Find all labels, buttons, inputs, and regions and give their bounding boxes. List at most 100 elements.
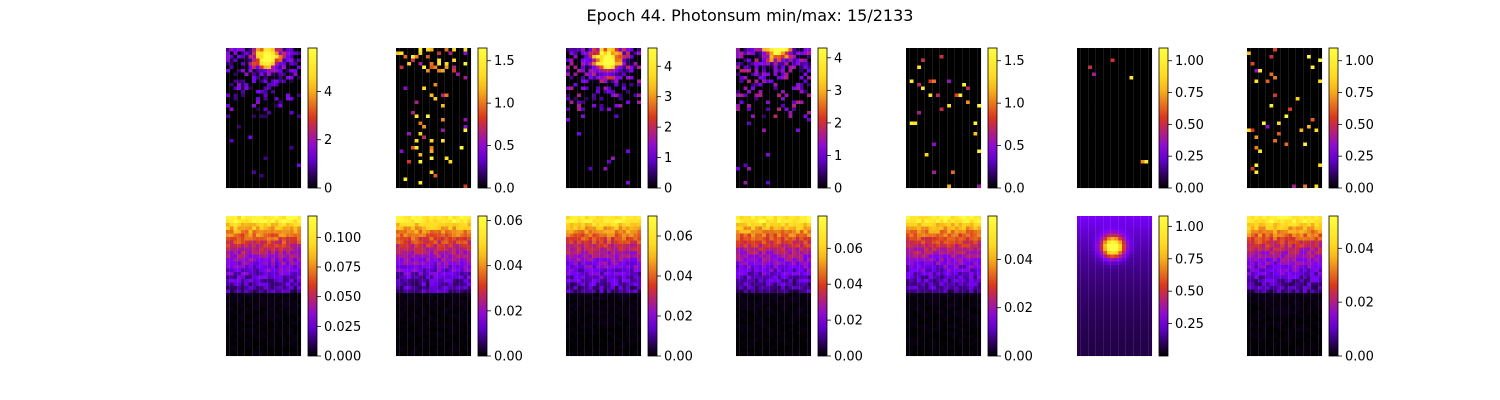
heatmap-cell — [758, 153, 763, 157]
heatmap-cell — [909, 58, 914, 63]
heatmap-cell — [1129, 69, 1134, 73]
heatmap-cell — [917, 160, 922, 164]
heatmap-cell — [936, 132, 940, 136]
heatmap-cell — [754, 58, 759, 63]
heatmap-cell — [1144, 146, 1149, 150]
heatmap-cell — [441, 114, 445, 119]
heatmap-cell — [629, 167, 634, 171]
heatmap-cell — [784, 177, 789, 182]
heatmap-cell — [799, 86, 804, 91]
heatmap-cell — [747, 114, 752, 119]
heatmap-cell — [754, 146, 759, 150]
heatmap-cell — [1092, 97, 1096, 101]
heatmap-cell — [411, 149, 415, 154]
heatmap-cell — [229, 55, 234, 59]
heatmap-cell — [943, 97, 948, 101]
heatmap-cell — [252, 167, 257, 171]
heatmap-cell — [577, 146, 582, 150]
heatmap-cell — [241, 167, 245, 171]
heatmap-cell — [463, 111, 468, 115]
heatmap-cell — [278, 170, 283, 175]
heatmap-cell — [1144, 72, 1149, 77]
heatmap-cell — [917, 79, 922, 84]
heatmap-cell — [267, 146, 272, 150]
heatmap-cell — [936, 69, 940, 73]
heatmap-cell — [592, 170, 597, 175]
heatmap-cell — [781, 163, 785, 168]
heatmap-cell — [1258, 51, 1263, 56]
heatmap-cell — [399, 177, 404, 182]
heatmap-cell — [773, 79, 778, 84]
heatmap-cell — [259, 139, 264, 143]
heatmap-cell — [762, 174, 767, 178]
heatmap-cell — [614, 58, 619, 63]
heatmap-cell — [399, 160, 404, 164]
heatmap-cell — [297, 90, 302, 94]
heatmap-cell — [429, 153, 434, 157]
heatmap-cell — [289, 146, 294, 150]
heatmap-cell — [943, 163, 948, 168]
heatmap-cell — [973, 160, 978, 164]
heatmap-cell — [252, 97, 257, 101]
heatmap-cell — [293, 48, 298, 52]
heatmap-cell — [966, 100, 970, 105]
heatmap-cell — [448, 177, 453, 182]
heatmap-cell — [274, 55, 279, 59]
heatmap-cell — [807, 111, 812, 115]
heatmap-cell — [233, 163, 238, 168]
heatmap-cell — [1262, 48, 1266, 52]
heatmap-cell — [241, 139, 245, 143]
heatmap-cell — [917, 153, 922, 157]
heatmap-cell — [577, 55, 582, 59]
heatmap-cell — [743, 107, 748, 112]
heatmap-cell — [441, 48, 445, 52]
heatmap-cell — [396, 156, 400, 161]
heatmap-cell — [426, 100, 430, 105]
heatmap-cell — [448, 72, 453, 77]
heatmap-cell — [618, 139, 623, 143]
heatmap-cell — [441, 107, 445, 112]
heatmap-cell — [913, 65, 918, 70]
heatmap-cell — [1133, 135, 1138, 140]
heatmap-cell — [788, 128, 793, 133]
heatmap-cell — [278, 93, 283, 98]
heatmap-cell — [743, 184, 748, 189]
heatmap-cell — [403, 107, 408, 112]
heatmap-cell — [736, 149, 740, 154]
heatmap-cell — [917, 86, 922, 91]
heatmap-cell — [448, 149, 453, 154]
heatmap-cell — [611, 104, 615, 108]
heatmap-cell — [751, 160, 755, 164]
heatmap-cell — [1133, 142, 1138, 147]
heatmap-cell — [244, 132, 249, 136]
heatmap-cell — [278, 118, 283, 122]
heatmap-cell — [274, 181, 279, 185]
heatmap-cell — [467, 181, 472, 185]
heatmap-cell — [289, 139, 294, 143]
heatmap-cell — [1084, 139, 1089, 143]
heatmap-cell — [603, 132, 608, 136]
heatmap-cell — [229, 142, 234, 147]
heatmap-cell — [973, 76, 978, 80]
heatmap-cell — [241, 149, 245, 154]
heatmap-cell — [403, 174, 408, 178]
heatmap-cell — [566, 83, 570, 87]
heatmap-cell — [807, 104, 812, 108]
heatmap-cell — [456, 100, 460, 105]
heatmap-cell — [229, 107, 234, 112]
heatmap-cell — [456, 86, 460, 91]
heatmap-cell — [1129, 90, 1134, 94]
heatmap-cell — [603, 149, 608, 154]
heatmap-cell — [1103, 48, 1108, 52]
heatmap-cell — [1137, 100, 1141, 105]
heatmap-cell — [747, 132, 752, 136]
heatmap-cell — [1114, 181, 1119, 185]
heatmap-cell — [1092, 177, 1096, 182]
heatmap-cell — [603, 114, 608, 119]
heatmap-cell — [459, 93, 464, 98]
heatmap-cell — [607, 125, 612, 129]
heatmap-cell — [943, 142, 948, 147]
heatmap-cell — [289, 65, 294, 70]
heatmap-cell — [566, 104, 570, 108]
heatmap-cell — [932, 174, 937, 178]
